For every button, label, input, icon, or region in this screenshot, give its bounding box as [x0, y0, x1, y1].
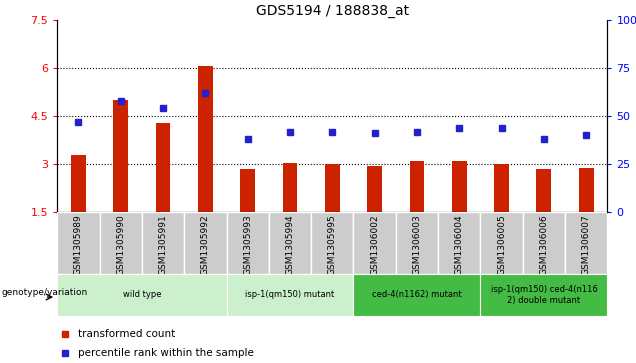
Text: wild type: wild type [123, 290, 161, 299]
Text: isp-1(qm150) mutant: isp-1(qm150) mutant [245, 290, 335, 299]
Bar [396, 212, 438, 274]
Text: GSM1305993: GSM1305993 [243, 214, 252, 275]
Bar [198, 66, 213, 212]
Text: percentile rank within the sample: percentile rank within the sample [78, 348, 254, 358]
Bar [494, 164, 509, 212]
Text: GSM1305991: GSM1305991 [158, 214, 167, 275]
Text: GSM1305989: GSM1305989 [74, 214, 83, 275]
Bar [354, 212, 396, 274]
Text: GSM1306007: GSM1306007 [582, 214, 591, 275]
Bar [452, 161, 467, 212]
Bar [480, 212, 523, 274]
Text: GSM1306005: GSM1306005 [497, 214, 506, 275]
Bar [142, 212, 184, 274]
Text: GSM1305992: GSM1305992 [201, 214, 210, 275]
Text: GSM1305994: GSM1305994 [286, 214, 294, 275]
Bar [113, 100, 128, 212]
Bar [537, 169, 551, 212]
Text: genotype/variation: genotype/variation [1, 288, 87, 297]
Text: GSM1306003: GSM1306003 [413, 214, 422, 275]
Bar [71, 155, 86, 212]
Bar [57, 274, 226, 316]
Bar [269, 212, 311, 274]
Text: ced-4(n1162) mutant: ced-4(n1162) mutant [372, 290, 462, 299]
Bar [311, 212, 354, 274]
Bar [57, 212, 100, 274]
Bar [367, 166, 382, 212]
Bar [184, 212, 226, 274]
Bar [523, 212, 565, 274]
Bar [226, 212, 269, 274]
Text: GSM1306002: GSM1306002 [370, 214, 379, 275]
Bar [282, 163, 298, 212]
Text: GSM1306006: GSM1306006 [539, 214, 548, 275]
Bar [579, 168, 593, 212]
Bar [156, 123, 170, 212]
Text: GSM1306004: GSM1306004 [455, 214, 464, 275]
Text: isp-1(qm150) ced-4(n116
2) double mutant: isp-1(qm150) ced-4(n116 2) double mutant [490, 285, 597, 305]
Text: transformed count: transformed count [78, 329, 176, 339]
Bar [410, 161, 424, 212]
Bar [100, 212, 142, 274]
Text: GSM1305995: GSM1305995 [328, 214, 337, 275]
Bar [480, 274, 607, 316]
Text: GSM1305990: GSM1305990 [116, 214, 125, 275]
Bar [354, 274, 480, 316]
Bar [226, 274, 354, 316]
Bar [325, 164, 340, 212]
Title: GDS5194 / 188838_at: GDS5194 / 188838_at [256, 4, 409, 17]
Bar [240, 169, 255, 212]
Bar [565, 212, 607, 274]
Bar [438, 212, 480, 274]
